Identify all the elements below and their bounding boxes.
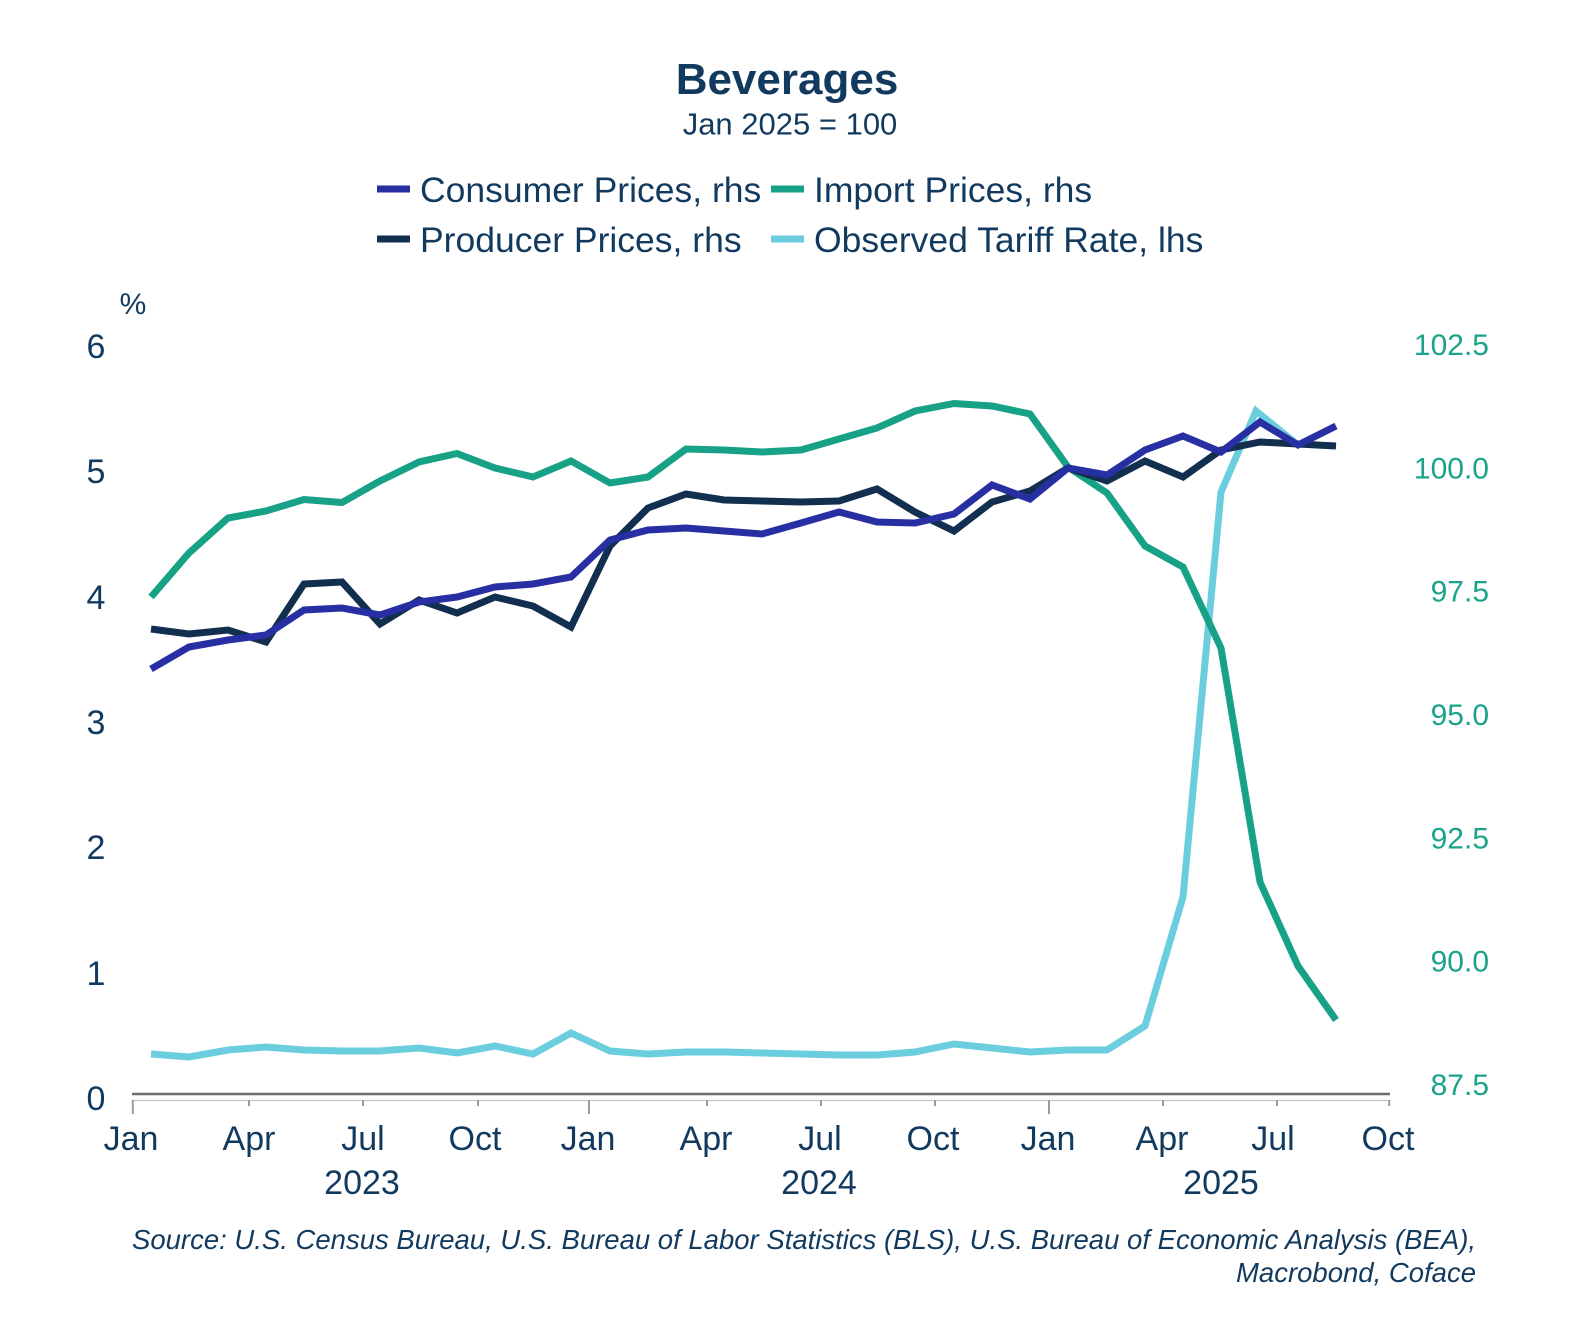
svg-text:2023: 2023	[324, 1164, 400, 1202]
svg-text:Jan: Jan	[104, 1120, 159, 1158]
svg-text:Jul: Jul	[1251, 1120, 1294, 1158]
svg-text:2: 2	[87, 829, 106, 867]
svg-text:2024: 2024	[781, 1164, 857, 1202]
svg-text:Oct: Oct	[907, 1120, 960, 1158]
svg-text:Apr: Apr	[223, 1120, 276, 1158]
svg-text:90.0: 90.0	[1431, 946, 1489, 979]
svg-text:5: 5	[87, 453, 106, 491]
svg-text:92.5: 92.5	[1431, 822, 1489, 855]
svg-text:Observed Tariff Rate, lhs: Observed Tariff Rate, lhs	[814, 220, 1203, 260]
svg-text:95.0: 95.0	[1431, 699, 1489, 732]
svg-text:Jan: Jan	[1021, 1120, 1076, 1158]
svg-text:%: %	[120, 288, 147, 321]
svg-text:Macrobond, Coface: Macrobond, Coface	[1236, 1257, 1476, 1288]
svg-text:100.0: 100.0	[1414, 452, 1489, 485]
svg-text:3: 3	[87, 704, 106, 742]
svg-text:102.5: 102.5	[1414, 329, 1489, 362]
svg-text:Consumer Prices, rhs: Consumer Prices, rhs	[420, 170, 761, 210]
svg-text:Jul: Jul	[341, 1120, 384, 1158]
svg-text:87.5: 87.5	[1431, 1069, 1489, 1102]
svg-text:Jan 2025 = 100: Jan 2025 = 100	[683, 107, 898, 142]
svg-text:Oct: Oct	[1362, 1120, 1415, 1158]
svg-text:Import Prices, rhs: Import Prices, rhs	[814, 170, 1092, 210]
svg-text:6: 6	[87, 328, 106, 366]
svg-text:97.5: 97.5	[1431, 576, 1489, 609]
svg-text:Oct: Oct	[449, 1120, 502, 1158]
svg-text:4: 4	[87, 579, 106, 617]
svg-text:Apr: Apr	[1136, 1120, 1189, 1158]
svg-text:Producer Prices, rhs: Producer Prices, rhs	[420, 220, 742, 260]
svg-text:1: 1	[87, 955, 106, 993]
svg-text:Apr: Apr	[680, 1120, 733, 1158]
svg-text:Beverages: Beverages	[676, 55, 899, 104]
svg-text:Source: U.S. Census Bureau, U.: Source: U.S. Census Bureau, U.S. Bureau …	[132, 1224, 1476, 1255]
svg-text:2025: 2025	[1183, 1164, 1259, 1202]
svg-text:Jan: Jan	[561, 1120, 616, 1158]
svg-text:0: 0	[87, 1080, 106, 1118]
svg-text:Jul: Jul	[798, 1120, 841, 1158]
